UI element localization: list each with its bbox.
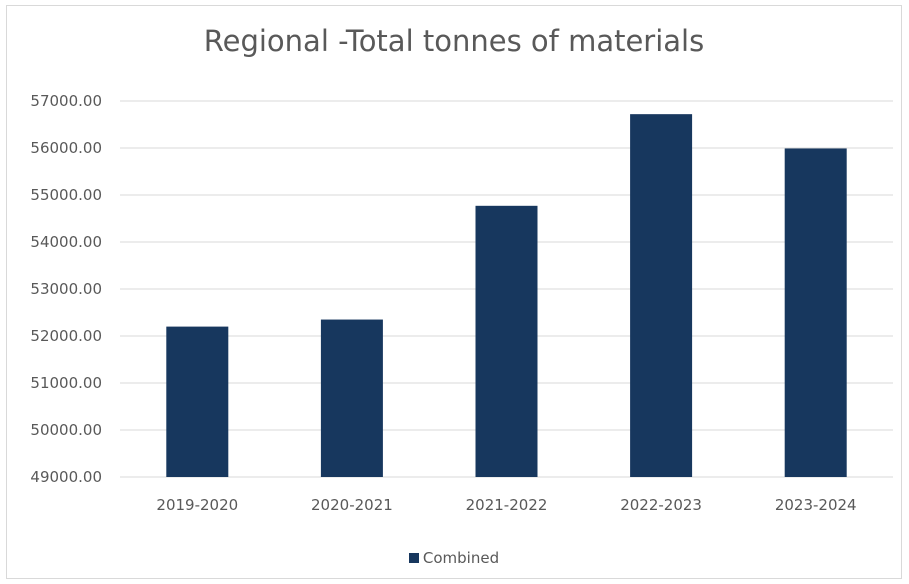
legend-label: Combined xyxy=(422,549,500,567)
y-tick-label: 54000.00 xyxy=(30,233,102,251)
bar xyxy=(166,326,229,477)
x-tick-label: 2021-2022 xyxy=(466,496,548,514)
y-tick-label: 49000.00 xyxy=(30,468,102,486)
chart-title: Regional -Total tonnes of materials xyxy=(203,24,705,58)
x-tick-label: 2023-2024 xyxy=(775,496,857,514)
y-tick-label: 53000.00 xyxy=(30,280,102,298)
legend: Combined xyxy=(7,549,901,567)
x-tick-label: 2020-2021 xyxy=(311,496,393,514)
y-tick-label: 50000.00 xyxy=(30,421,102,439)
y-tick-label: 57000.00 xyxy=(30,92,102,110)
legend-swatch xyxy=(408,553,419,563)
bar xyxy=(784,148,847,477)
bar xyxy=(320,319,383,477)
bar xyxy=(475,205,538,477)
y-tick-label: 52000.00 xyxy=(30,327,102,345)
x-tick-label: 2019-2020 xyxy=(156,496,238,514)
x-tick-label: 2022-2023 xyxy=(620,496,702,514)
y-tick-label: 56000.00 xyxy=(30,139,102,157)
bar xyxy=(630,114,693,477)
y-tick-label: 51000.00 xyxy=(30,374,102,392)
y-tick-label: 55000.00 xyxy=(30,186,102,204)
